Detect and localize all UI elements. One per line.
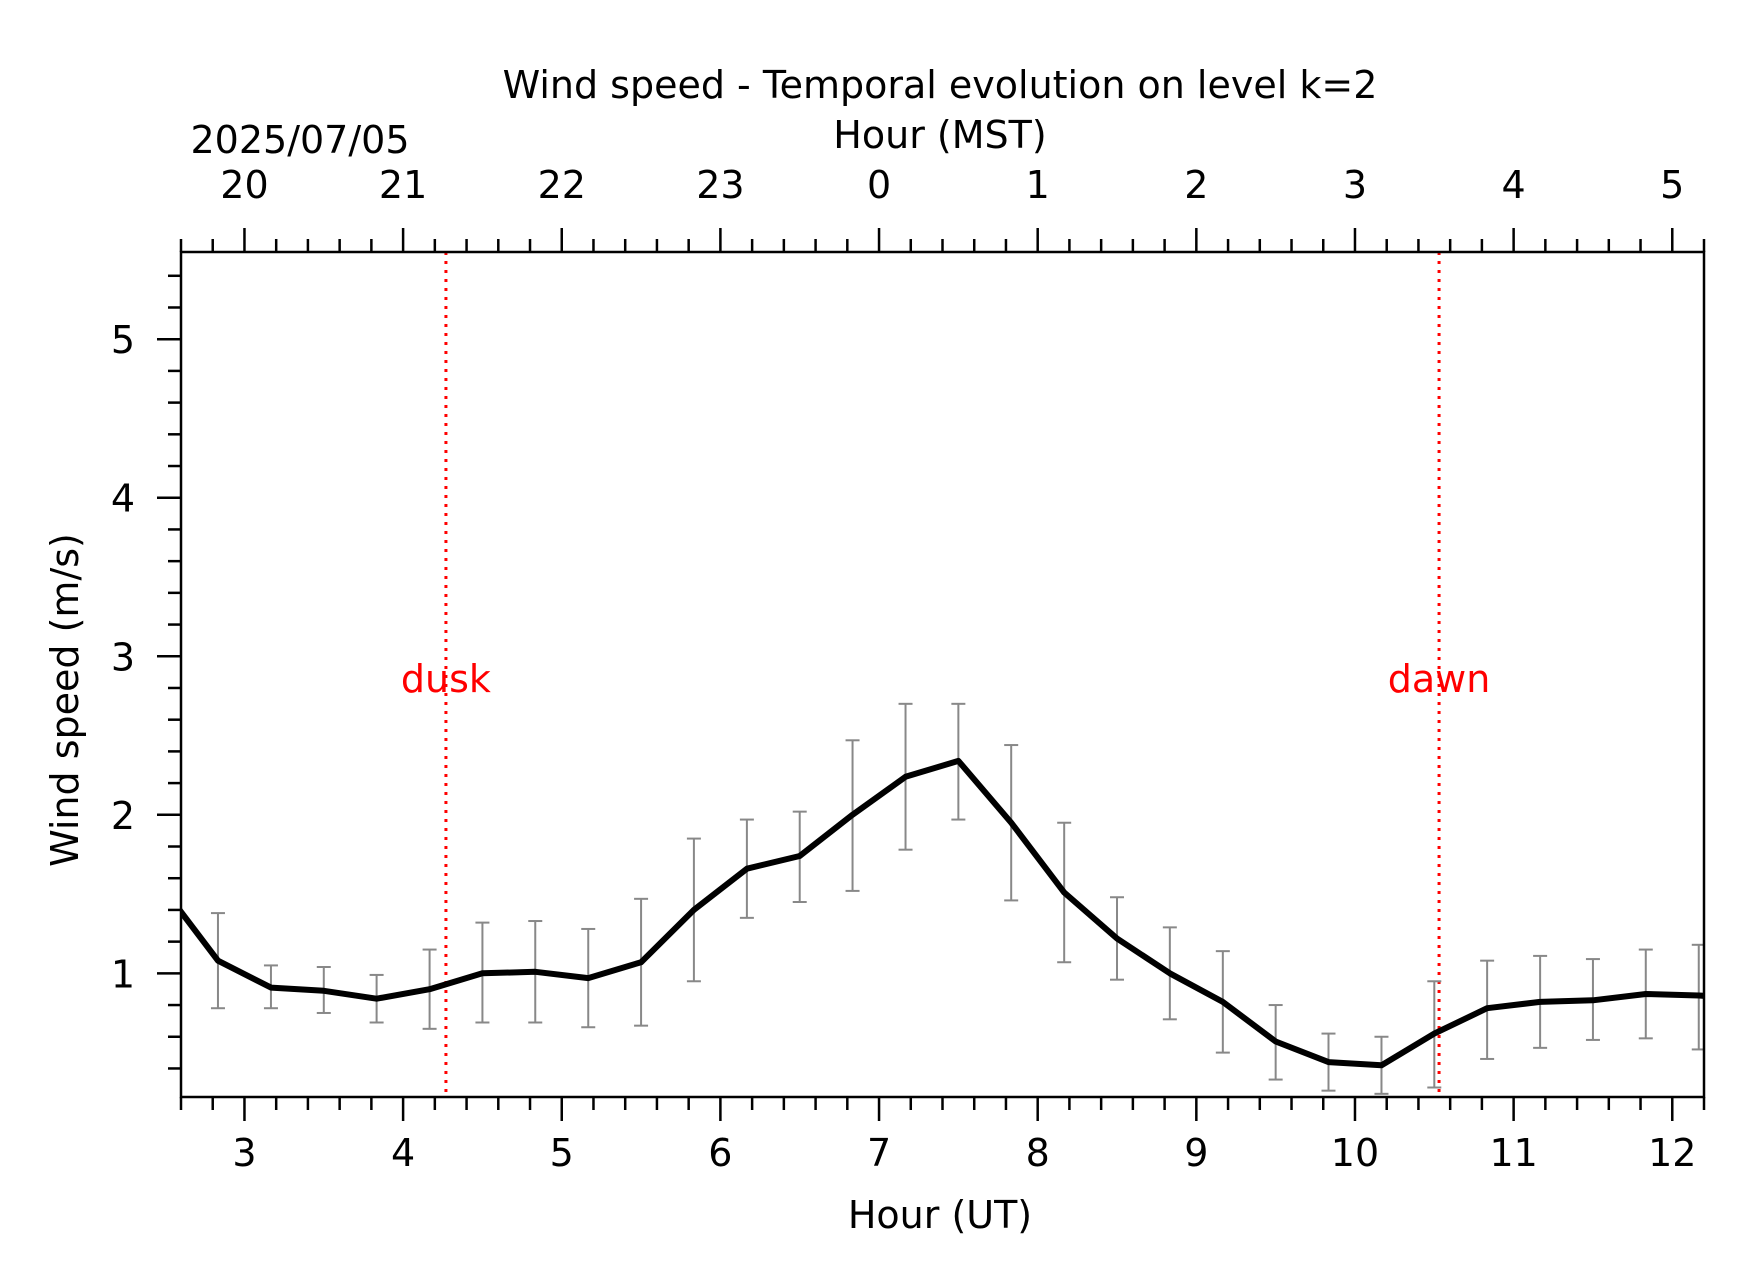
- dusk-label: dusk: [401, 657, 491, 701]
- annotations: dusk dawn: [401, 252, 1490, 1097]
- x-tick-label: 10: [1331, 1131, 1379, 1175]
- top-axis-label: Hour (MST): [833, 113, 1046, 157]
- x-tick-label: 12: [1648, 1131, 1696, 1175]
- x-tick-label: 6: [708, 1131, 732, 1175]
- y-axis-label: Wind speed (m/s): [43, 533, 87, 867]
- bottom-axis-label: Hour (UT): [848, 1193, 1032, 1237]
- x2-tick-label: 20: [220, 163, 268, 207]
- y-tick-label: 5: [111, 318, 135, 362]
- x-tick-label: 8: [1026, 1131, 1050, 1175]
- plot-frame: [179, 250, 1706, 1099]
- x-tick-label: 4: [391, 1131, 415, 1175]
- x2-tick-label: 0: [867, 163, 891, 207]
- y-tick-label: 4: [111, 477, 135, 521]
- series-line: [181, 757, 1704, 1069]
- x2-tick-label: 23: [696, 163, 744, 207]
- series-layer: [181, 757, 1704, 1069]
- chart-title: Wind speed - Temporal evolution on level…: [503, 63, 1378, 107]
- x2-tick-label: 4: [1502, 163, 1526, 207]
- x2-tick-label: 2: [1184, 163, 1208, 207]
- x2-tick-label: 3: [1343, 163, 1367, 207]
- x-tick-label: 7: [867, 1131, 891, 1175]
- x-tick-label: 11: [1489, 1131, 1537, 1175]
- x2-tick-label: 1: [1026, 163, 1050, 207]
- x-tick-label: 5: [550, 1131, 574, 1175]
- x-tick-label: 9: [1184, 1131, 1208, 1175]
- dawn-label: dawn: [1388, 657, 1491, 701]
- x2-tick-label: 21: [379, 163, 427, 207]
- y-tick-label: 3: [111, 635, 135, 679]
- x2-tick-label: 5: [1660, 163, 1684, 207]
- y-tick-label: 1: [111, 952, 135, 996]
- y-tick-label: 2: [111, 794, 135, 838]
- date-label: 2025/07/05: [190, 118, 409, 162]
- x2-tick-label: 22: [538, 163, 586, 207]
- x-tick-label: 3: [232, 1131, 256, 1175]
